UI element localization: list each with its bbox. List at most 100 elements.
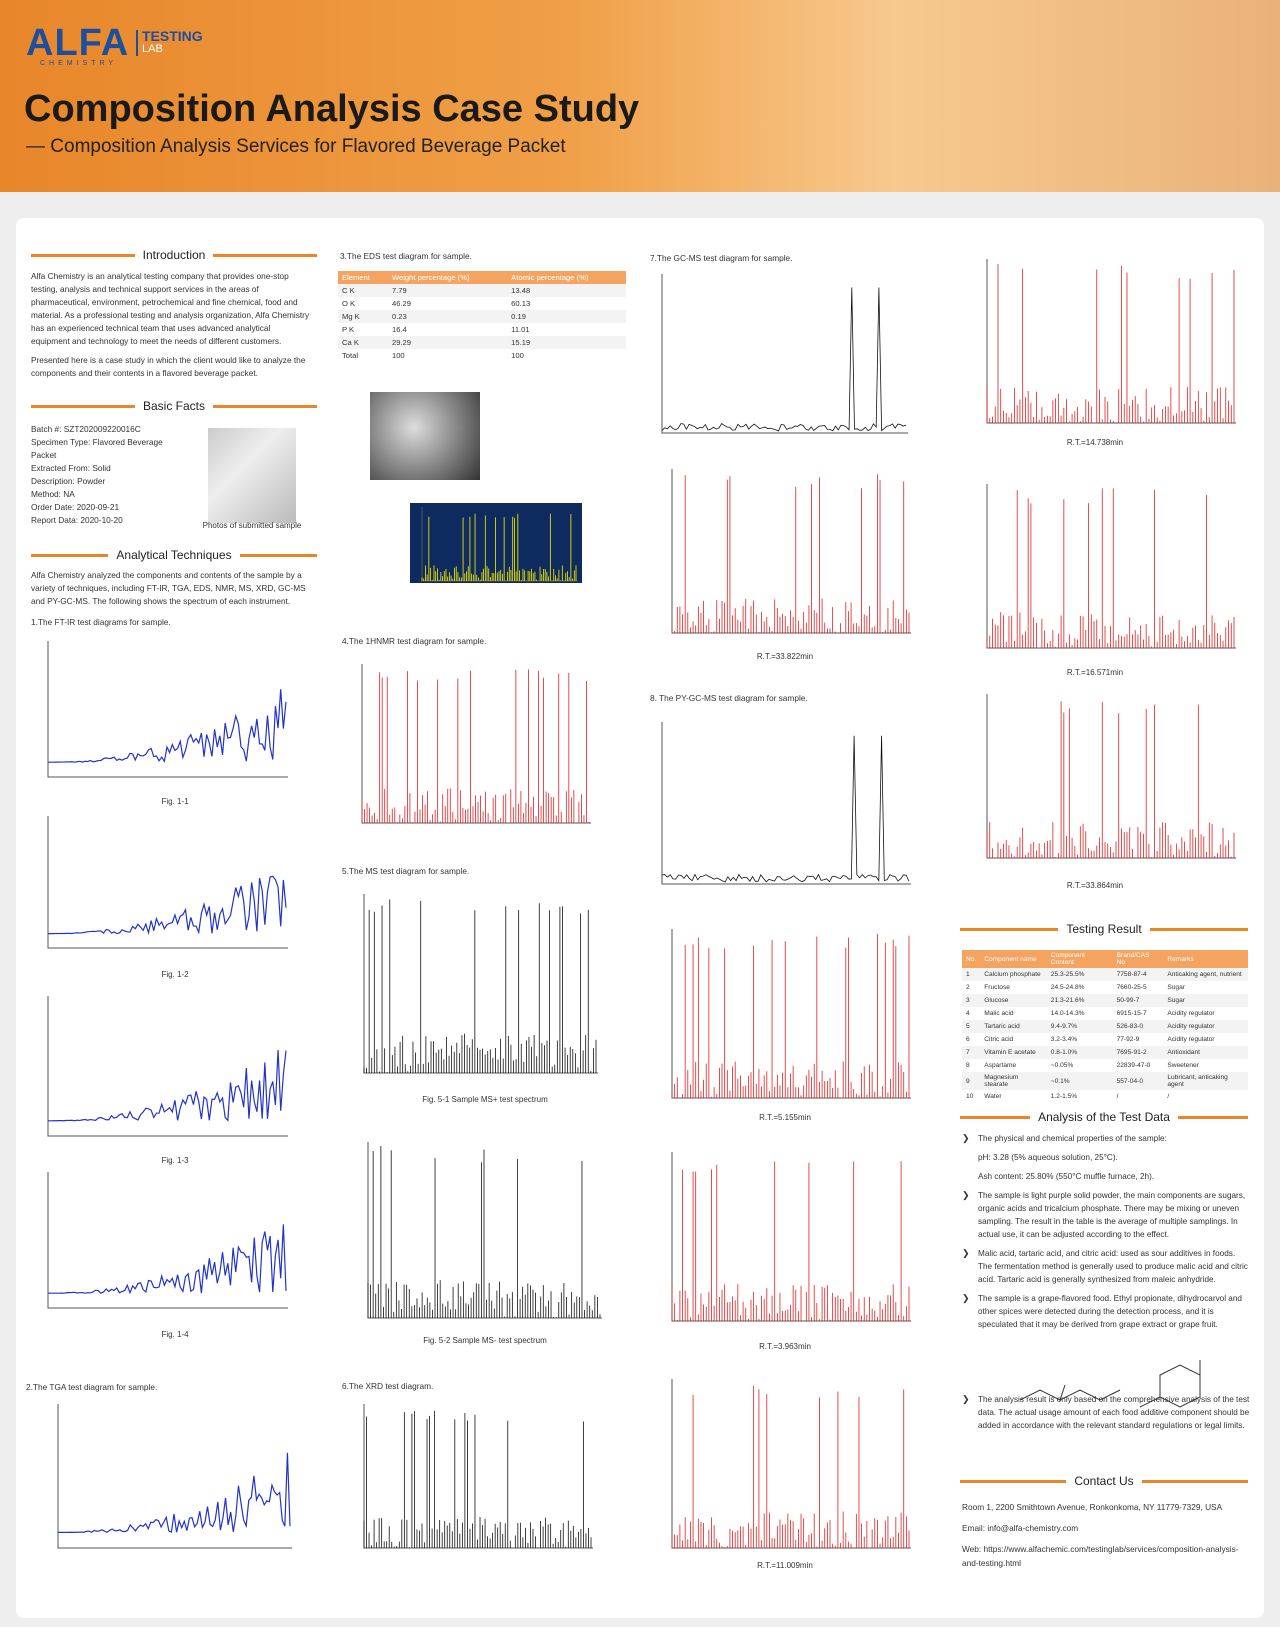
heading-text: Introduction — [142, 248, 206, 262]
heading-text: Analytical Techniques — [116, 548, 232, 562]
table-cell: Aspartame — [984, 1062, 1017, 1069]
spectrum-image — [57, 1404, 292, 1549]
figure-caption: Fig. 1-3 — [161, 1156, 189, 1165]
subsection-title: 7.The GC-MS test diagram for sample. — [650, 253, 793, 263]
table-cell: Glucose — [980, 994, 1047, 1007]
analysis-item: Malic acid, tartaric acid, and citric ac… — [962, 1247, 1250, 1286]
spectrum-image — [986, 694, 1236, 859]
table-cell: Tartaric acid — [980, 1020, 1047, 1033]
fact-item: Specimen Type: Flavored Beverage Packet — [31, 437, 163, 460]
spectrum-image — [47, 996, 288, 1137]
figure-caption: Fig. 1-2 — [161, 970, 189, 979]
table-cell: Sweetener — [1167, 1062, 1199, 1069]
table-cell: 0.19 — [507, 310, 626, 323]
page-title: Composition Analysis Case Study — [24, 88, 640, 130]
subsection-title: 6.The XRD test diagram. — [342, 1381, 434, 1391]
table-cell: 21.3-21.6% — [1046, 994, 1113, 1007]
section-heading: Analysis of the Test Data — [960, 1110, 1248, 1124]
fact-item: Report Data: 2020-10-20 — [31, 515, 123, 525]
retention-time: R.T.=11.009min — [757, 1561, 813, 1570]
table-cell: 7695-91-2 — [1112, 1046, 1164, 1059]
column-header: Component name — [980, 950, 1047, 968]
spectrum-image — [47, 816, 288, 949]
logo-sub: CHEMISTRY — [40, 60, 118, 67]
table-cell: 5 — [962, 1020, 981, 1033]
table-cell: 7758-87-4 — [1112, 968, 1164, 981]
header-row: No. Component name Component Content Brand/… — [962, 950, 1248, 968]
table-cell: P K — [342, 325, 355, 334]
table-cell: 7.79 — [387, 284, 508, 297]
spectrum-image — [361, 664, 591, 824]
table-cell: Magnesium stearate — [980, 1072, 1047, 1090]
table-cell: Antioxidant — [1163, 1046, 1248, 1059]
table-row: 5 Tartaric acid 9.4-9.7% 526-83-0 Acidity re… — [962, 1020, 1248, 1033]
table-cell: C K — [338, 284, 388, 297]
sem-image — [370, 392, 480, 480]
lab-bottom: LAB — [142, 43, 163, 55]
table-cell: 1.2-1.5% — [1050, 1093, 1078, 1100]
table-cell: Acidity regulator — [1167, 1036, 1215, 1043]
table-cell: Calcium phosphate — [980, 968, 1047, 981]
subsection-title: 8. The PY-GC-MS test diagram for sample. — [650, 693, 808, 703]
analysis-item: The analysis result is only based on the… — [962, 1393, 1250, 1432]
figure-caption: Fig. 1-1 — [161, 797, 189, 806]
fact-item: Order Date: 2020-09-21 — [31, 502, 120, 512]
spectrum-image — [661, 274, 908, 434]
table-cell: 100 — [391, 351, 405, 360]
column-header: Atomic percentage (%) — [507, 271, 626, 284]
spectrum-image — [986, 259, 1236, 424]
spectrum-image — [363, 894, 598, 1074]
contact-info: Room 1, 2200 Smithtown Avenue, Ronkonkom… — [962, 1500, 1247, 1577]
table-cell: 1 — [962, 968, 981, 981]
logo: ALFA — [26, 22, 130, 64]
table-cell: 2 — [966, 984, 970, 991]
table-cell: 7 — [962, 1046, 981, 1059]
table-row: 2 Fructose 24.5-24.8% 7660-25-5 Sugar — [962, 981, 1248, 994]
table-cell: / — [1167, 1093, 1170, 1100]
spectrum-image — [986, 484, 1236, 649]
table-cell: 77-92-9 — [1116, 1036, 1140, 1043]
lab-logo: TESTING LAB — [136, 28, 203, 56]
techniques-text: Alfa Chemistry analyzed the components a… — [31, 570, 306, 606]
table-cell: Citric acid — [984, 1036, 1014, 1043]
analysis-item: The sample is light purple solid powder,… — [962, 1189, 1250, 1241]
intro-text: Alfa Chemistry is an analytical testing … — [31, 270, 311, 380]
lab-top: TESTING — [142, 28, 203, 44]
table-cell: 11.01 — [511, 325, 530, 334]
page-subtitle: — Composition Analysis Services for Flav… — [26, 136, 566, 157]
table-cell: 6915-15-7 — [1116, 1010, 1147, 1017]
table-cell: 14.0-14.3% — [1050, 1010, 1085, 1017]
spectrum-image — [671, 929, 911, 1099]
fact-item: Extracted From: Solid — [31, 463, 111, 473]
table-row: Mg K 0.23 0.19 — [338, 310, 626, 323]
table-row: 3 Glucose 21.3-21.6% 50-99-7 Sugar — [962, 994, 1248, 1007]
sample-photo — [208, 428, 296, 523]
table-cell: 8 — [966, 1062, 970, 1069]
table-cell: 60.13 — [511, 299, 531, 308]
analysis-text: Malic acid, tartaric acid, and citric ac… — [978, 1249, 1248, 1284]
table-cell: 7660-25-5 — [1116, 984, 1147, 991]
subsection-title: 1.The FT-IR test diagrams for sample. — [31, 617, 171, 627]
heading-text: Basic Facts — [143, 399, 206, 413]
spectrum-image — [367, 1142, 602, 1319]
retention-time: R.T.=3.963min — [759, 1342, 811, 1351]
table-row: 6 Citric acid 3.2-3.4% 77-92-9 Acidity regul… — [962, 1033, 1248, 1046]
table-cell: Fructose — [984, 984, 1010, 991]
subsection-title: 2.The TGA test diagram for sample. — [26, 1382, 158, 1392]
table-row: 8 Aspartame ~0.05% 22839-47-0 Sweetener — [962, 1059, 1248, 1072]
table-cell: O K — [342, 299, 356, 308]
fact-item: Description: Powder — [31, 476, 106, 486]
retention-time: R.T.=16.571min — [1066, 668, 1124, 677]
paragraph: Alfa Chemistry is an analytical testing … — [31, 271, 310, 346]
contact-line: Email: info@alfa-chemistry.com — [962, 1523, 1079, 1533]
retention-time: R.T.=33.864min — [1066, 881, 1124, 890]
table-cell: Anticaking agent, nutrient — [1163, 968, 1248, 981]
table-cell: Acidity regulator — [1163, 1020, 1248, 1033]
table-cell: 16.4 — [391, 325, 407, 334]
analysis-list: The physical and chemical properties of … — [962, 1132, 1250, 1438]
table-cell: 10 — [966, 1093, 974, 1100]
analysis-item: The sample is a grape-flavored food. Eth… — [962, 1292, 1250, 1331]
table-cell: Lubricant, anticaking agent — [1163, 1072, 1248, 1090]
table-row: 4 Malic acid 14.0-14.3% 6915-15-7 Acidity re… — [962, 1007, 1248, 1020]
